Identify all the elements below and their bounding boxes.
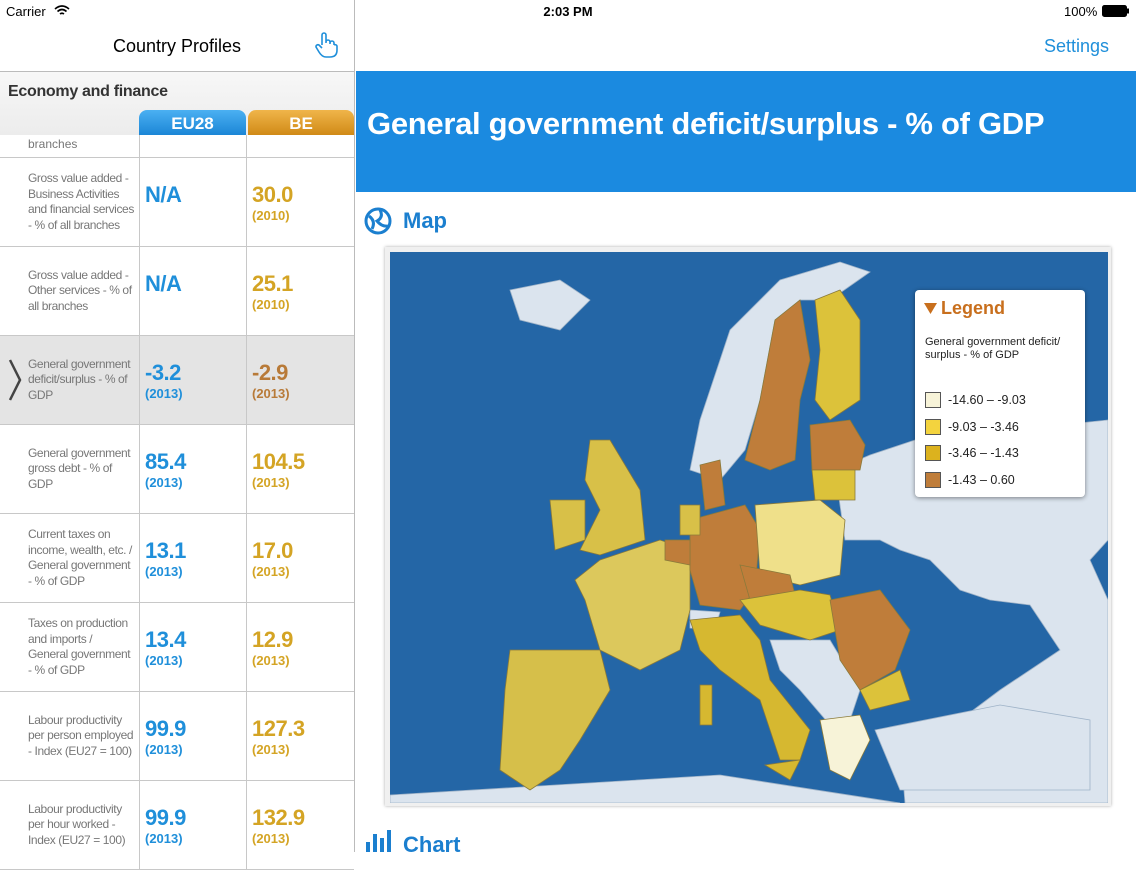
nav-divider (0, 71, 354, 72)
cell-value: 99.9 (145, 716, 186, 741)
value-cell: -2.9 (2013) (246, 336, 353, 424)
map-heading: Map (403, 208, 447, 233)
column-header[interactable]: EU28 (139, 110, 246, 135)
partial-row[interactable]: branches (0, 135, 354, 158)
cell-year: (2013) (252, 386, 290, 401)
table-row[interactable]: Gross value added - Other services - % o… (0, 247, 354, 336)
legend-label: -9.03 – -3.46 (948, 419, 1019, 434)
section-title: Economy and finance (8, 83, 168, 100)
value-cell: 17.0 (2013) (246, 514, 353, 602)
value-cell: 132.9 (2013) (246, 781, 353, 869)
column-header[interactable]: BE (248, 110, 354, 135)
row-label: Current taxes on income, wealth, etc. / … (28, 527, 132, 588)
cell-year: (2013) (252, 653, 290, 668)
table-row[interactable]: General government deficit/surplus - % o… (0, 336, 354, 425)
clock: 2:03 PM (543, 4, 593, 19)
row-label: branches (28, 137, 78, 151)
cell-value: 99.9 (145, 805, 186, 830)
cell-value: 13.4 (145, 627, 186, 652)
cell-value: N/A (145, 182, 182, 207)
legend-label: -1.43 – 0.60 (948, 472, 1015, 487)
sidebar-title: Country Profiles (112, 36, 242, 56)
value-cell: 127.3 (2013) (246, 692, 353, 780)
wifi-icon (54, 5, 70, 15)
legend-label: -3.46 – -1.43 (948, 446, 1019, 460)
chart-heading: Chart (403, 832, 461, 857)
cell-value: -3.2 (145, 360, 181, 385)
cell-year: (2013) (252, 742, 290, 757)
cell-year: (2013) (145, 386, 183, 401)
cell-divider (139, 135, 140, 157)
cell-value: 25.1 (252, 271, 293, 296)
cell-year: (2010) (252, 297, 290, 312)
cell-year: (2013) (252, 564, 290, 579)
title-banner (356, 71, 1136, 192)
cell-value: 85.4 (145, 449, 186, 474)
value-cell: N/A (139, 247, 246, 335)
cell-year: (2013) (145, 475, 183, 490)
legend-swatch (925, 471, 941, 488)
row-label: Taxes on production and imports / Genera… (28, 616, 131, 677)
cell-value: -2.9 (252, 360, 288, 385)
value-cell: 99.9 (2013) (139, 692, 246, 780)
value-cell: 99.9 (2013) (139, 781, 246, 869)
value-cell: -3.2 (2013) (139, 336, 246, 424)
cell-year: (2013) (252, 475, 290, 490)
legend: Legend General government deficit/ surpl… (915, 290, 1085, 497)
legend-title: Legend (941, 298, 1006, 318)
cell-year: (2013) (252, 831, 290, 846)
cell-value: 127.3 (252, 716, 305, 741)
table-row[interactable]: Taxes on production and imports / Genera… (0, 603, 354, 692)
settings-button[interactable]: Settings (1044, 36, 1110, 56)
value-cell: 85.4 (2013) (139, 425, 246, 513)
legend-swatch (925, 418, 941, 435)
value-cell: N/A (139, 158, 246, 246)
row-label: Gross value added - Business Activities … (28, 171, 134, 232)
row-label: Gross value added - Other services - % o… (28, 267, 132, 313)
hand-icon[interactable] (313, 31, 339, 59)
cell-value: N/A (145, 271, 182, 296)
legend-swatch (925, 445, 941, 461)
cell-year: (2013) (145, 653, 183, 668)
cell-year: (2013) (145, 742, 183, 757)
value-cell: 12.9 (2013) (246, 603, 353, 691)
cell-year: (2013) (145, 564, 183, 579)
chart-icon (366, 830, 391, 852)
page-title: General government deficit/surplus - % o… (367, 106, 1045, 141)
cell-value: 13.1 (145, 538, 186, 563)
cell-year: (2010) (252, 208, 290, 223)
sidebar (0, 0, 355, 852)
cell-value: 17.0 (252, 538, 293, 563)
row-label: General government deficit/surplus - % o… (28, 356, 131, 402)
selection-chevron (8, 359, 22, 401)
globe-icon (364, 207, 392, 235)
table-row[interactable]: General government gross debt - % of GDP… (0, 425, 354, 514)
battery-text: 100% (1064, 4, 1098, 19)
cell-value: 132.9 (252, 805, 305, 830)
row-label: Labour productivity per person employed … (28, 712, 134, 758)
table-row[interactable]: Labour productivity per hour worked - In… (0, 781, 354, 870)
value-cell: 25.1 (2010) (246, 247, 353, 335)
carrier: Carrier (6, 4, 46, 19)
value-cell: 13.1 (2013) (139, 514, 246, 602)
legend-toggle[interactable] (924, 303, 938, 315)
cell-value: 30.0 (252, 182, 293, 207)
battery-icon (1102, 5, 1129, 17)
legend-swatch (925, 392, 941, 408)
legend-label: -14.60 – -9.03 (948, 393, 1026, 407)
cell-value: 104.5 (252, 449, 305, 474)
row-label: General government gross debt - % of GDP (28, 445, 131, 491)
table-row[interactable]: Gross value added - Business Activities … (0, 158, 354, 247)
cell-divider (246, 135, 247, 157)
legend-subtitle: General government deficit/ surplus - % … (925, 336, 1061, 361)
value-cell: 104.5 (2013) (246, 425, 353, 513)
row-label: Labour productivity per hour worked - In… (28, 801, 126, 847)
cell-value: 12.9 (252, 627, 293, 652)
cell-year: (2013) (145, 831, 183, 846)
value-cell: 30.0 (2010) (246, 158, 353, 246)
table-row[interactable]: Current taxes on income, wealth, etc. / … (0, 514, 354, 603)
value-cell: 13.4 (2013) (139, 603, 246, 691)
table-row[interactable]: Labour productivity per person employed … (0, 692, 354, 781)
